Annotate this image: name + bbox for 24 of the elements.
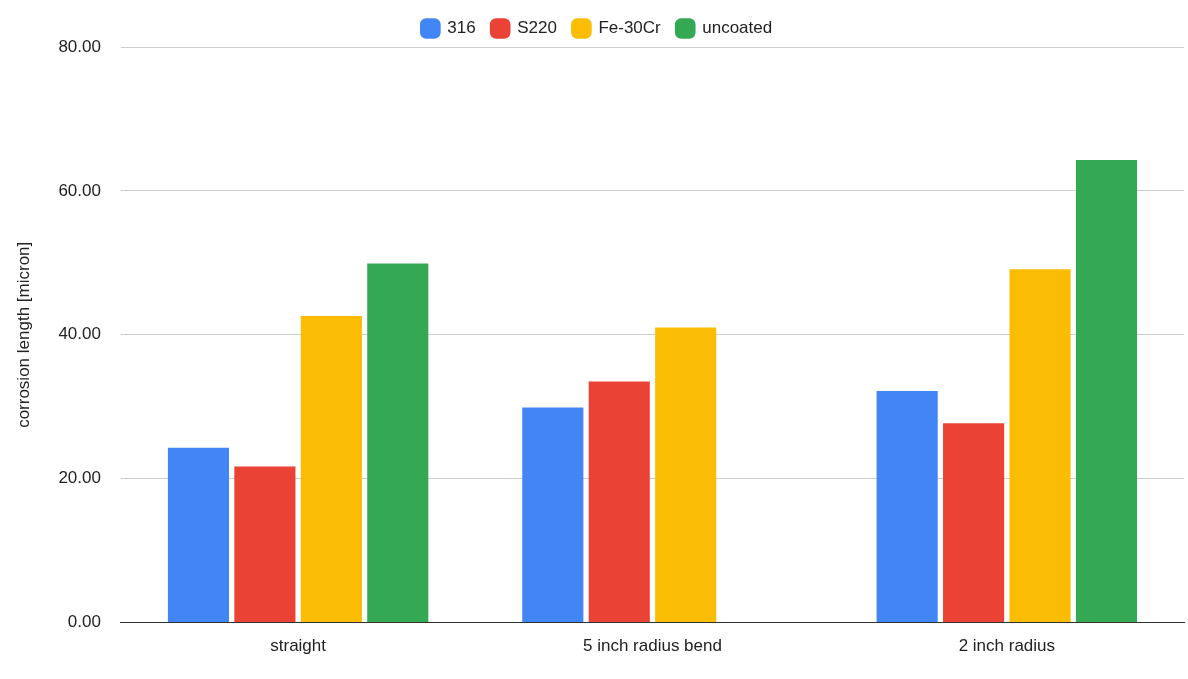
legend-label: 316 (447, 18, 476, 38)
y-tick-label: 40.00 (58, 324, 101, 344)
legend-label: Fe-30Cr (598, 18, 662, 38)
y-tick-label: 20.00 (58, 468, 101, 488)
x-tick-label: straight (270, 636, 327, 656)
bar (234, 466, 296, 623)
bar (943, 423, 1005, 623)
bar (522, 407, 584, 623)
bar (167, 447, 230, 623)
bar (876, 390, 938, 623)
x-tick-label: 5 inch radius bend (583, 636, 722, 656)
bar (588, 381, 650, 623)
y-tick-label: 0.00 (67, 612, 101, 632)
legend-label: uncoated (702, 18, 773, 38)
bar (367, 263, 429, 623)
y-tick-label: 60.00 (58, 180, 101, 200)
bar (1075, 159, 1138, 623)
x-tick-label: 2 inch radius (958, 636, 1056, 656)
bar (1009, 269, 1071, 623)
y-tick-label: 80.00 (58, 36, 101, 56)
y-axis-title: corrosion length [micron] (13, 241, 33, 428)
bar (655, 327, 717, 623)
legend-label: S220 (517, 18, 557, 38)
bar (300, 316, 362, 623)
